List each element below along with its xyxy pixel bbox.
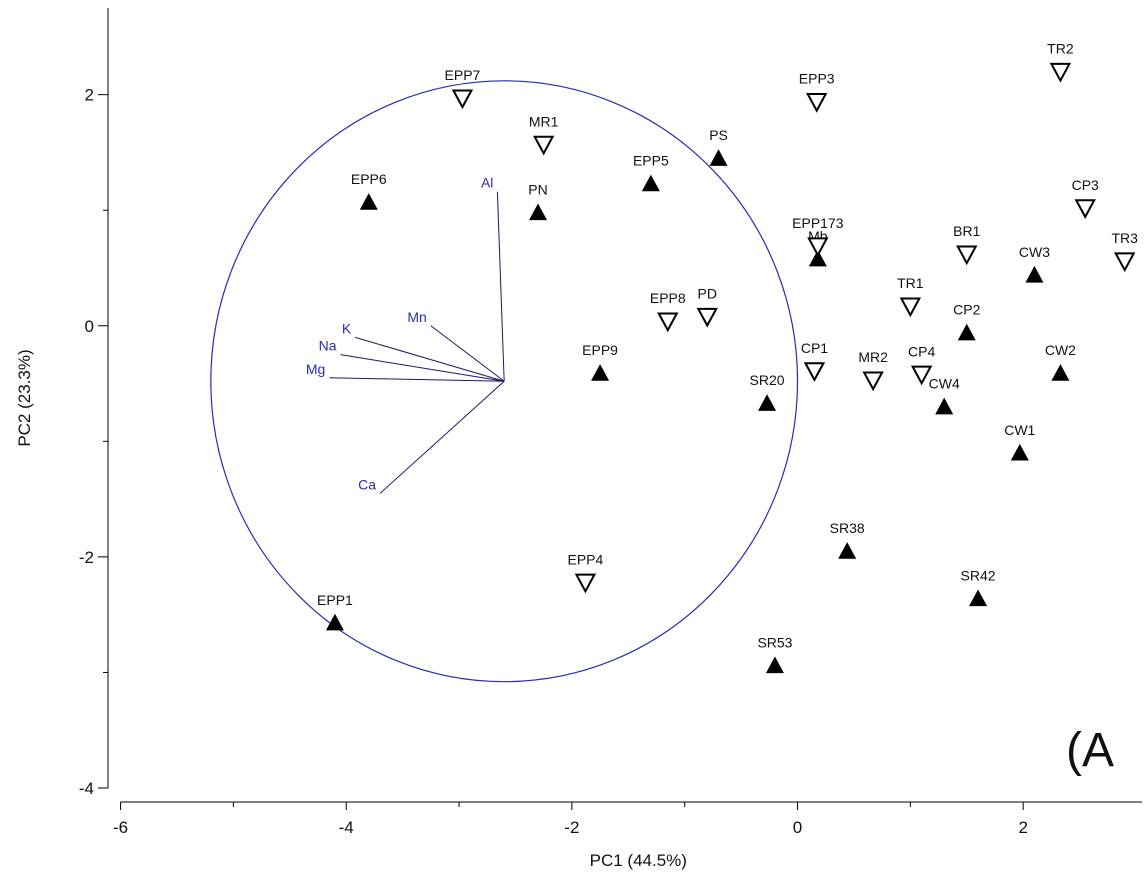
point-label-pd: PD — [698, 286, 717, 302]
point-marker-tr2 — [1049, 62, 1072, 83]
point-marker-mr2 — [862, 371, 884, 392]
point-label-epp7: EPP7 — [445, 67, 481, 83]
loading-vectors-layer: Al Mn K Na Mg Ca — [306, 175, 505, 494]
point-marker-epp173 — [807, 237, 829, 258]
point-label-epp6: EPP6 — [351, 171, 387, 187]
point-marker-epp9 — [591, 364, 610, 381]
vector-label-na: Na — [319, 338, 337, 354]
x-tick-label-1: -4 — [339, 818, 354, 837]
point-marker-sr42 — [969, 589, 988, 607]
point-label-cp1: CP1 — [801, 340, 828, 356]
point-marker-epp1 — [325, 613, 344, 631]
point-label-sr38: SR38 — [830, 520, 865, 536]
point-marker-cw3 — [1025, 265, 1044, 283]
point-marker-cw1 — [1010, 443, 1029, 461]
point-label-tr2: TR2 — [1047, 41, 1074, 57]
plot-area: Al Mn K Na Mg Ca EPP1 EPP6 PN EPP5 PS EPP9 SR20 SR38… — [210, 41, 1138, 683]
vector-na — [340, 354, 505, 382]
point-marker-br1 — [956, 245, 978, 266]
point-label-mr1: MR1 — [529, 113, 559, 129]
y-tick-label-2: 0 — [85, 317, 94, 336]
point-marker-cp1 — [803, 362, 826, 382]
point-label-cp4: CP4 — [908, 343, 935, 359]
point-marker-cp3 — [1074, 199, 1096, 220]
point-label-sr42: SR42 — [961, 567, 996, 583]
vector-label-mn: Mn — [407, 309, 426, 325]
vector-ca — [379, 380, 505, 494]
point-marker-sr20 — [758, 394, 777, 411]
point-label-cw1: CW1 — [1004, 422, 1035, 438]
point-marker-sr38 — [838, 542, 857, 559]
point-marker-epp7 — [451, 89, 474, 110]
panel-label: (A — [1066, 724, 1114, 777]
vector-k — [355, 336, 505, 382]
vector-label-al: Al — [481, 175, 493, 191]
point-marker-epp8 — [657, 312, 679, 333]
point-marker-cp4 — [910, 365, 933, 386]
point-label-epp8: EPP8 — [650, 290, 686, 306]
point-label-mr2: MR2 — [858, 349, 888, 365]
vector-mn — [430, 325, 505, 382]
point-marker-mr1 — [532, 135, 555, 156]
point-label-epp3: EPP3 — [799, 71, 835, 87]
point-marker-pd — [696, 307, 718, 328]
vector-label-mg: Mg — [306, 361, 325, 377]
y-axis-ticks: -4 -2 0 2 — [79, 86, 108, 798]
point-label-epp1: EPP1 — [317, 592, 353, 608]
point-marker-epp5 — [641, 174, 660, 192]
y-tick-label-0: -4 — [79, 779, 94, 798]
point-marker-epp3 — [806, 92, 828, 113]
x-tick-label-3: 0 — [793, 818, 802, 837]
correlation-circle — [210, 80, 799, 683]
axes: -6 -4 -2 0 2 -4 -2 0 2 PC1 (44.5%) PC2 (23.3%) — [15, 8, 1142, 870]
point-marker-ps — [709, 149, 728, 166]
point-label-cw4: CW4 — [929, 376, 960, 392]
point-label-epp173: EPP173 — [792, 215, 844, 231]
x-axis-title: PC1 (44.5%) — [590, 851, 687, 870]
vector-label-k: K — [342, 320, 352, 336]
point-label-cw3: CW3 — [1019, 244, 1050, 260]
point-marker-tr1 — [899, 297, 922, 318]
point-marker-epp6 — [359, 193, 378, 210]
point-label-cp3: CP3 — [1072, 177, 1099, 193]
vector-label-ca: Ca — [358, 476, 376, 492]
point-marker-cp2 — [957, 323, 976, 341]
correlation-circle-layer — [210, 80, 799, 683]
point-label-pn: PN — [528, 182, 547, 198]
point-marker-pn — [529, 203, 548, 221]
point-label-tr3: TR3 — [1111, 230, 1138, 246]
y-tick-label-3: 2 — [85, 86, 94, 105]
x-tick-label-2: -2 — [564, 818, 579, 837]
point-label-tr1: TR1 — [897, 275, 924, 291]
point-label-sr20: SR20 — [750, 372, 785, 388]
point-marker-tr3 — [1114, 252, 1136, 273]
vector-mg — [329, 377, 505, 382]
point-label-cw2: CW2 — [1045, 342, 1076, 358]
point-marker-mb — [808, 249, 827, 267]
point-marker-cw2 — [1051, 364, 1070, 381]
vector-al — [496, 191, 505, 382]
points-layer: EPP1EPP6PNEPP5PSEPP9SR20SR38SR53SR42MbCP… — [317, 41, 1138, 674]
point-label-br1: BR1 — [953, 223, 980, 239]
point-label-epp9: EPP9 — [582, 342, 618, 358]
point-label-sr53: SR53 — [757, 635, 792, 651]
point-label-epp4: EPP4 — [568, 551, 604, 567]
y-tick-label-1: -2 — [79, 548, 94, 567]
point-label-ps: PS — [709, 127, 728, 143]
x-axis-ticks: -6 -4 -2 0 2 — [113, 802, 1028, 837]
point-label-cp2: CP2 — [953, 302, 980, 318]
point-label-epp5: EPP5 — [633, 153, 669, 169]
x-tick-label-0: -6 — [113, 818, 128, 837]
y-axis-title: PC2 (23.3%) — [15, 349, 34, 446]
x-tick-label-4: 2 — [1018, 818, 1027, 837]
point-marker-cw4 — [935, 397, 954, 415]
point-marker-epp4 — [574, 573, 597, 594]
point-marker-sr53 — [765, 656, 784, 674]
